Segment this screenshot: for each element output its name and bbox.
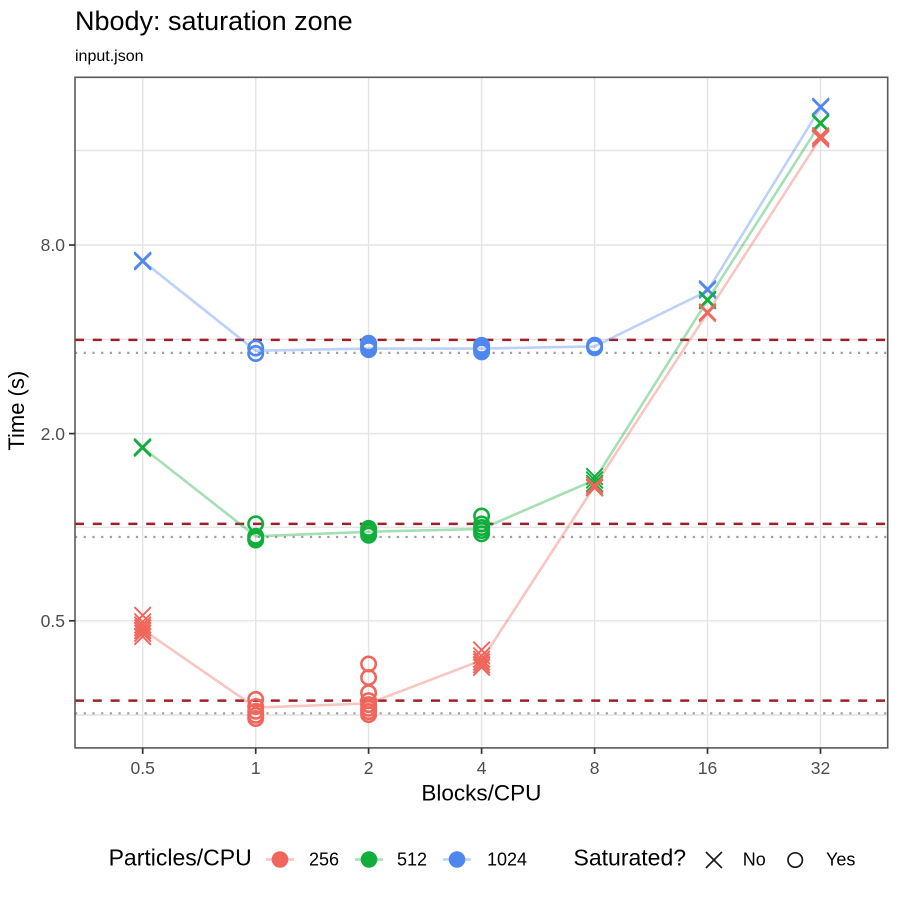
svg-text:0.5: 0.5 <box>131 758 155 778</box>
svg-text:2: 2 <box>364 758 374 778</box>
svg-text:Time (s): Time (s) <box>4 371 29 451</box>
svg-text:256: 256 <box>309 850 339 870</box>
svg-text:8: 8 <box>590 758 600 778</box>
svg-text:32: 32 <box>811 758 830 778</box>
svg-text:No: No <box>743 850 766 870</box>
svg-text:Blocks/CPU: Blocks/CPU <box>421 781 541 806</box>
svg-text:Saturated?: Saturated? <box>574 845 687 871</box>
svg-text:Yes: Yes <box>826 850 855 870</box>
svg-text:Particles/CPU: Particles/CPU <box>109 845 252 871</box>
svg-text:0.5: 0.5 <box>41 611 65 631</box>
svg-text:Nbody: saturation zone: Nbody: saturation zone <box>75 6 353 36</box>
svg-text:1024: 1024 <box>487 850 527 870</box>
svg-text:4: 4 <box>477 758 487 778</box>
svg-text:2.0: 2.0 <box>41 424 66 444</box>
svg-text:1: 1 <box>251 758 261 778</box>
svg-text:input.json: input.json <box>75 48 144 65</box>
svg-text:8.0: 8.0 <box>41 235 66 255</box>
svg-text:512: 512 <box>397 850 427 870</box>
svg-text:16: 16 <box>698 758 717 778</box>
